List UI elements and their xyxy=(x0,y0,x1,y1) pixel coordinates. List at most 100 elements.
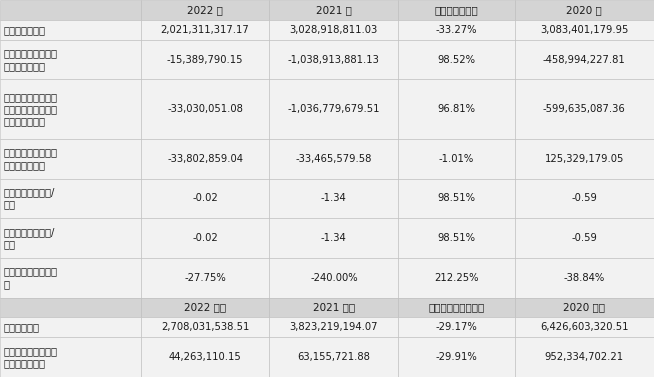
Bar xyxy=(398,218,515,258)
Bar xyxy=(0,337,141,377)
Bar xyxy=(398,80,515,139)
Bar xyxy=(269,20,398,40)
Text: -0.59: -0.59 xyxy=(572,193,597,204)
Bar xyxy=(0,297,141,317)
Text: 归属于上市公司股东
的净利润（元）: 归属于上市公司股东 的净利润（元） xyxy=(3,48,58,71)
Text: 本年比上年增减: 本年比上年增减 xyxy=(435,5,478,15)
Bar xyxy=(141,0,269,20)
Text: 6,426,603,320.51: 6,426,603,320.51 xyxy=(540,322,628,333)
Bar xyxy=(269,80,398,139)
Text: -1.34: -1.34 xyxy=(321,233,347,243)
Text: -15,389,790.15: -15,389,790.15 xyxy=(167,55,243,64)
Bar xyxy=(398,20,515,40)
Text: -38.84%: -38.84% xyxy=(564,273,605,283)
Text: 3,083,401,179.95: 3,083,401,179.95 xyxy=(540,25,628,35)
Bar xyxy=(269,218,398,258)
Text: 952,334,702.21: 952,334,702.21 xyxy=(545,352,624,362)
Text: -240.00%: -240.00% xyxy=(310,273,358,283)
Text: -27.75%: -27.75% xyxy=(184,273,226,283)
Text: 加权平均净资产收益
率: 加权平均净资产收益 率 xyxy=(3,267,58,289)
Text: 2,021,311,317.17: 2,021,311,317.17 xyxy=(161,25,249,35)
Bar xyxy=(269,179,398,218)
Text: -33,802,859.04: -33,802,859.04 xyxy=(167,154,243,164)
Text: -0.02: -0.02 xyxy=(192,193,218,204)
Text: -29.17%: -29.17% xyxy=(436,322,477,333)
Text: -33.27%: -33.27% xyxy=(436,25,477,35)
Bar xyxy=(515,20,654,40)
Text: 3,028,918,811.03: 3,028,918,811.03 xyxy=(290,25,378,35)
Bar xyxy=(141,218,269,258)
Text: 2,708,031,538.51: 2,708,031,538.51 xyxy=(161,322,249,333)
Bar xyxy=(515,317,654,337)
Text: -0.59: -0.59 xyxy=(572,233,597,243)
Bar xyxy=(0,80,141,139)
Bar xyxy=(141,40,269,80)
Bar xyxy=(141,139,269,179)
Bar xyxy=(269,40,398,80)
Bar xyxy=(515,297,654,317)
Text: -1.01%: -1.01% xyxy=(439,154,474,164)
Text: 125,329,179.05: 125,329,179.05 xyxy=(545,154,624,164)
Text: 212.25%: 212.25% xyxy=(434,273,479,283)
Bar xyxy=(515,218,654,258)
Text: -33,030,051.08: -33,030,051.08 xyxy=(167,104,243,114)
Text: -1,038,913,881.13: -1,038,913,881.13 xyxy=(288,55,380,64)
Text: 63,155,721.88: 63,155,721.88 xyxy=(298,352,370,362)
Bar xyxy=(398,317,515,337)
Text: 3,823,219,194.07: 3,823,219,194.07 xyxy=(290,322,378,333)
Bar xyxy=(515,80,654,139)
Bar xyxy=(515,139,654,179)
Text: -458,994,227.81: -458,994,227.81 xyxy=(543,55,626,64)
Text: 总资产（元）: 总资产（元） xyxy=(3,322,39,333)
Bar xyxy=(141,80,269,139)
Text: 稀释每股收益（元/
股）: 稀释每股收益（元/ 股） xyxy=(3,227,55,249)
Bar xyxy=(398,297,515,317)
Bar xyxy=(0,139,141,179)
Bar xyxy=(515,40,654,80)
Text: -33,465,579.58: -33,465,579.58 xyxy=(296,154,372,164)
Text: 98.51%: 98.51% xyxy=(438,233,475,243)
Text: 基本每股收益（元/
股）: 基本每股收益（元/ 股） xyxy=(3,187,55,210)
Bar xyxy=(398,40,515,80)
Text: -0.02: -0.02 xyxy=(192,233,218,243)
Bar xyxy=(269,317,398,337)
Bar xyxy=(398,0,515,20)
Bar xyxy=(0,0,141,20)
Bar xyxy=(398,258,515,297)
Text: 本年末比上年末增减: 本年末比上年末增减 xyxy=(428,303,485,313)
Bar xyxy=(269,337,398,377)
Bar xyxy=(141,297,269,317)
Text: 2022 年: 2022 年 xyxy=(187,5,223,15)
Bar xyxy=(141,317,269,337)
Text: 96.81%: 96.81% xyxy=(438,104,475,114)
Bar xyxy=(269,0,398,20)
Bar xyxy=(398,337,515,377)
Text: 2021 年末: 2021 年末 xyxy=(313,303,355,313)
Text: -1.34: -1.34 xyxy=(321,193,347,204)
Bar xyxy=(515,179,654,218)
Bar xyxy=(0,258,141,297)
Bar xyxy=(398,179,515,218)
Bar xyxy=(0,218,141,258)
Bar xyxy=(141,179,269,218)
Text: 经营活动产生的现金
流量净额（元）: 经营活动产生的现金 流量净额（元） xyxy=(3,147,58,170)
Bar xyxy=(515,258,654,297)
Text: 98.52%: 98.52% xyxy=(438,55,475,64)
Text: 2022 年末: 2022 年末 xyxy=(184,303,226,313)
Text: 2020 年末: 2020 年末 xyxy=(563,303,606,313)
Bar xyxy=(269,139,398,179)
Text: -29.91%: -29.91% xyxy=(436,352,477,362)
Bar xyxy=(269,297,398,317)
Text: 98.51%: 98.51% xyxy=(438,193,475,204)
Text: 归属于上市公司股东
的扣除非经常性损益
的净利润（元）: 归属于上市公司股东 的扣除非经常性损益 的净利润（元） xyxy=(3,92,58,127)
Bar xyxy=(141,337,269,377)
Bar xyxy=(0,40,141,80)
Bar xyxy=(0,20,141,40)
Bar xyxy=(0,179,141,218)
Bar xyxy=(515,337,654,377)
Bar xyxy=(269,258,398,297)
Text: 归属于上市公司股东
的净资产（元）: 归属于上市公司股东 的净资产（元） xyxy=(3,346,58,368)
Bar xyxy=(141,20,269,40)
Bar xyxy=(515,0,654,20)
Text: -599,635,087.36: -599,635,087.36 xyxy=(543,104,626,114)
